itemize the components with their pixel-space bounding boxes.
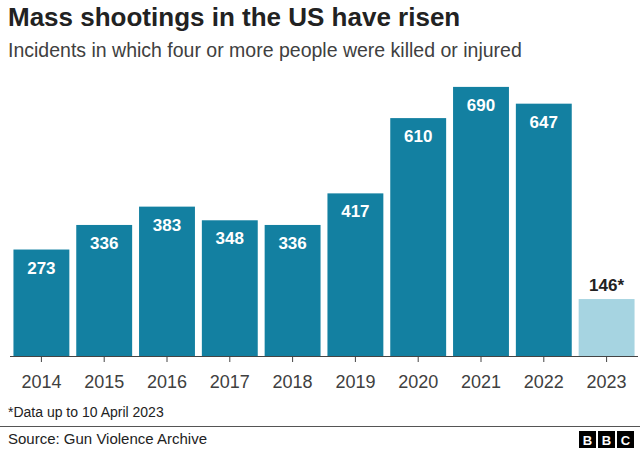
logo-letter: B	[583, 433, 592, 448]
x-tick-label: 2016	[147, 372, 187, 392]
data-label: 146*	[589, 276, 624, 295]
x-tick	[543, 356, 544, 362]
bar	[265, 225, 321, 356]
footnote: *Data up to 10 April 2023	[8, 404, 164, 420]
x-tick	[41, 356, 42, 362]
data-label: 610	[404, 127, 432, 146]
bar	[390, 118, 446, 356]
bar	[139, 207, 195, 356]
data-label: 348	[216, 229, 244, 248]
data-label: 273	[27, 259, 55, 278]
bar	[76, 225, 132, 356]
x-tick-label: 2020	[398, 372, 438, 392]
x-tick	[229, 356, 230, 362]
x-tick	[167, 356, 168, 362]
x-tick-label: 2015	[84, 372, 124, 392]
x-tick	[418, 356, 419, 362]
data-label: 383	[153, 216, 181, 235]
bar	[202, 220, 258, 356]
source: Source: Gun Violence Archive	[8, 430, 207, 447]
bar	[579, 299, 635, 356]
x-tick-label: 2019	[335, 372, 375, 392]
data-label: 690	[467, 96, 495, 115]
logo-box	[617, 431, 634, 448]
divider	[0, 426, 640, 427]
logo: BBC	[579, 431, 634, 448]
bar	[13, 250, 69, 356]
data-label: 336	[90, 234, 118, 253]
data-label: 336	[278, 234, 306, 253]
x-tick-label: 2014	[21, 372, 61, 392]
subtitle: Incidents in which four or more people w…	[8, 39, 522, 61]
title: Mass shootings in the US have risen	[8, 2, 460, 32]
x-tick	[292, 356, 293, 362]
logo-box	[579, 431, 596, 448]
bar	[453, 87, 509, 356]
bars	[13, 87, 634, 356]
data-label: 417	[341, 202, 369, 221]
x-axis: 2014 2015 2016 2017 2018 2019 2020 2021 2022 2023	[21, 356, 626, 392]
x-tick	[606, 356, 607, 362]
x-tick-label: 2021	[461, 372, 501, 392]
logo-box	[598, 431, 615, 448]
bar	[516, 104, 572, 356]
chart: Mass shootings in the US have risen Incid…	[0, 0, 640, 450]
x-tick	[481, 356, 482, 362]
x-tick	[104, 356, 105, 362]
data-label: 647	[530, 113, 558, 132]
x-tick-label: 2017	[210, 372, 250, 392]
logo-letter: C	[621, 433, 631, 448]
x-tick-label: 2022	[524, 372, 564, 392]
x-tick-label: 2018	[273, 372, 313, 392]
data-labels: 273 336 383 348 336 417 610 690 647 146*	[27, 96, 624, 295]
x-tick	[355, 356, 356, 362]
bar	[327, 193, 383, 356]
logo-letter: B	[602, 433, 611, 448]
x-tick-label: 2023	[587, 372, 627, 392]
